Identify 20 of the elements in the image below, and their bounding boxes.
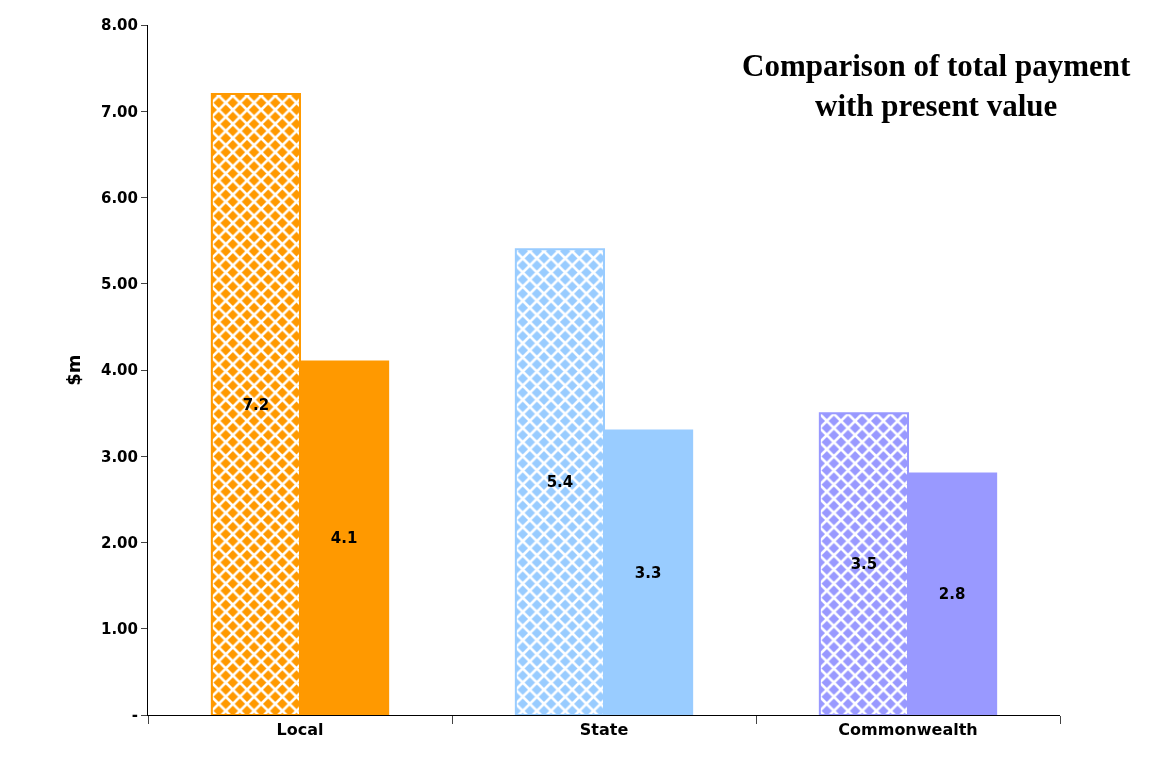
y-tick-label: 1.00	[100, 620, 138, 638]
y-axis-title: $m	[63, 354, 85, 386]
y-tick-label: -	[131, 706, 138, 725]
y-tick-label: 3.00	[100, 447, 138, 466]
y-tick-label: 4.00	[100, 361, 138, 380]
y-tick-label: 8.00	[100, 16, 138, 35]
y-tick-label: 2.00	[100, 533, 138, 552]
y-tick-label: 6.00	[100, 188, 138, 207]
data-label: 5.4	[546, 473, 574, 492]
data-label: 3.5	[850, 555, 878, 574]
text: Comparison of total payment with present value	[742, 48, 1132, 124]
y-tick-label: 5.00	[100, 275, 138, 293]
x-tick-label: Local	[276, 720, 324, 740]
x-tick-label: Commonwealth	[838, 720, 978, 740]
data-label: 3.3	[634, 563, 662, 582]
y-tick-label: 7.00	[100, 102, 138, 121]
data-label: 2.8	[938, 585, 966, 604]
x-tick-label: State	[579, 720, 629, 740]
data-label: 7.2	[242, 395, 270, 414]
data-label: 4.1	[330, 529, 358, 548]
